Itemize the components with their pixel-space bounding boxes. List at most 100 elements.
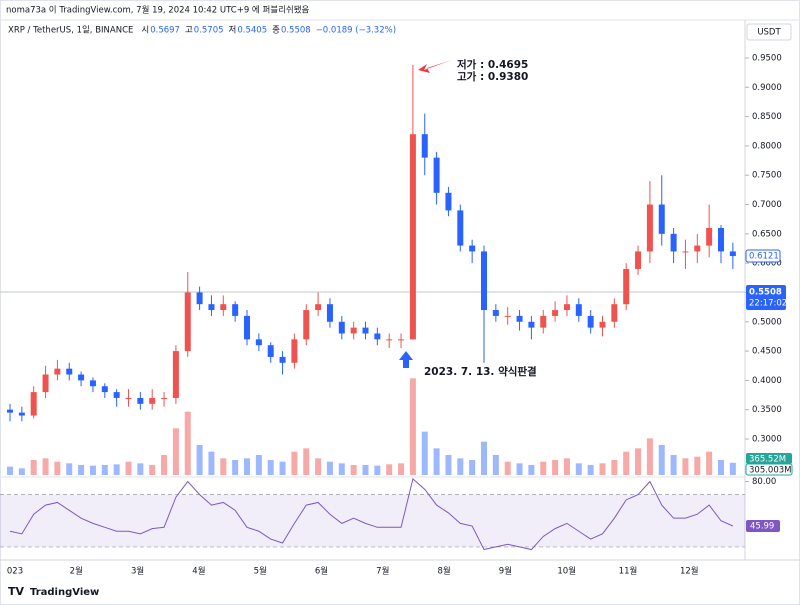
y-tick-label: 0.7000 xyxy=(752,200,782,210)
candle-body xyxy=(326,304,333,322)
arrow xyxy=(399,351,413,368)
logo: TV xyxy=(8,585,25,598)
candle-body xyxy=(18,412,25,416)
volume-bar xyxy=(113,464,120,475)
candle-body xyxy=(54,368,61,375)
x-tick-label: 10월 xyxy=(557,566,576,577)
volume-bar xyxy=(398,463,405,475)
volume-bar xyxy=(125,461,132,475)
candle-body xyxy=(718,227,724,252)
ohlc-value: 0.5697 xyxy=(150,26,180,36)
candle-body xyxy=(42,374,49,393)
last-close-box xyxy=(745,249,781,263)
candle-body xyxy=(457,210,464,246)
volume-bar xyxy=(729,462,736,475)
candle-body xyxy=(244,315,250,340)
candle-body xyxy=(658,204,665,234)
x-tick-label: 8월 xyxy=(437,566,450,577)
candle-body xyxy=(208,304,215,311)
volume-bar xyxy=(587,465,594,475)
volume-bar xyxy=(232,460,239,475)
axis-label-box xyxy=(746,23,792,41)
volume-bar xyxy=(670,455,677,475)
y-tick-label: 0.9000 xyxy=(752,83,782,93)
volume-bar xyxy=(409,378,416,475)
x-tick-label: 5월 xyxy=(254,566,267,577)
candle-body xyxy=(599,321,606,328)
volume-bar xyxy=(255,455,262,475)
volume-bar xyxy=(694,456,701,475)
volume-bar xyxy=(244,458,250,475)
candle-body xyxy=(220,304,227,311)
x-tick-label: 9월 xyxy=(499,566,512,577)
volume-bar xyxy=(66,463,73,475)
candle-body xyxy=(7,409,13,413)
volume-bar xyxy=(421,431,428,475)
candle-body xyxy=(611,304,618,322)
volume-bar xyxy=(718,460,724,475)
countdown: 22:17:02 xyxy=(749,298,787,308)
candle-body xyxy=(149,397,156,404)
candle-body xyxy=(670,233,677,252)
volume-bar xyxy=(445,455,452,475)
rsi-band xyxy=(0,494,745,547)
axis-label: USDT xyxy=(757,28,781,38)
volume-bar xyxy=(386,464,393,475)
y-tick-label: 0.5000 xyxy=(752,317,782,327)
volume-bar xyxy=(89,465,96,475)
annotation: 2023. 7. 13. 약식판결 xyxy=(424,365,537,378)
candle-body xyxy=(469,245,476,252)
volume-bar xyxy=(528,465,535,475)
candle-body xyxy=(279,356,286,363)
y-tick-label: 0.4500 xyxy=(752,347,782,357)
volume-bar xyxy=(208,451,215,475)
volume-bar xyxy=(433,448,440,475)
y-tick-label: 0.3000 xyxy=(752,435,782,445)
annotation: 고가 : 0.9380 xyxy=(457,70,528,83)
volume-bar xyxy=(326,461,333,475)
candle-body xyxy=(623,269,630,305)
volume-bar xyxy=(646,438,653,475)
x-tick-label: 3월 xyxy=(131,566,144,577)
candle-body xyxy=(694,245,701,252)
volume-bar xyxy=(30,460,37,475)
candle-body xyxy=(646,204,653,252)
rsi-tick-label: 80.00 xyxy=(752,477,776,487)
candle-body xyxy=(89,380,96,387)
candle-body xyxy=(196,292,203,305)
ohlc-value: 0.5705 xyxy=(194,26,224,36)
volume-bar xyxy=(350,465,357,475)
candle-body xyxy=(362,327,369,334)
volume-bar xyxy=(623,451,630,475)
volume-bar xyxy=(291,451,298,475)
ohlc-label: 종 xyxy=(272,26,280,36)
candle-body xyxy=(101,386,108,393)
footer: TradingView xyxy=(30,587,99,598)
annotation: 저가 : 0.4695 xyxy=(457,58,528,71)
volume-bar xyxy=(315,458,322,475)
volume-bar xyxy=(338,463,345,475)
volume-bar xyxy=(220,458,227,475)
volume-bar xyxy=(540,461,547,475)
chart-title: XRP / TetherUS, 1일, BINANCE xyxy=(8,26,133,36)
candle-body xyxy=(445,192,452,211)
candle-body xyxy=(78,374,85,381)
volume-bar xyxy=(196,445,203,475)
volume-bar xyxy=(101,465,108,475)
candle-body xyxy=(528,321,535,328)
volume-bar xyxy=(54,461,61,475)
volume-bar xyxy=(563,458,570,475)
ohlc-label: 고 xyxy=(185,26,193,36)
candle-body xyxy=(291,339,298,363)
candle-body xyxy=(587,315,594,328)
volume-bar xyxy=(635,448,642,475)
candle-body xyxy=(575,304,582,316)
candle-body xyxy=(706,227,713,246)
candle-body xyxy=(137,397,144,404)
volume-label: 305.003M xyxy=(749,466,791,476)
volume-bar xyxy=(682,458,689,475)
volume-bar xyxy=(706,451,713,475)
volume-bar xyxy=(481,441,487,475)
